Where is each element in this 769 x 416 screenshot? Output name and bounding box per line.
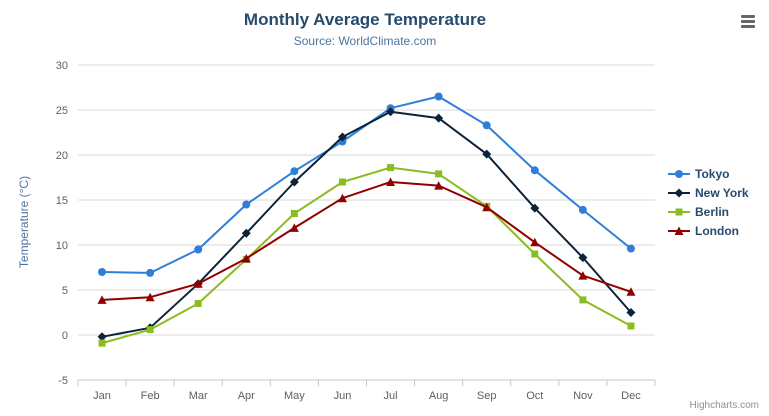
- marker-diamond[interactable]: [530, 203, 540, 213]
- y-axis-tick-label: 0: [62, 330, 68, 342]
- legend-item-london[interactable]: London: [668, 224, 768, 238]
- legend-item-tokyo[interactable]: Tokyo: [668, 167, 768, 181]
- chart-subtitle: Source: WorldClimate.com: [293, 34, 437, 48]
- x-axis-tick-label: Jun: [334, 390, 352, 402]
- series-line-london: [101, 181, 632, 301]
- series-london: [97, 177, 636, 304]
- marker-circle[interactable]: [98, 268, 107, 276]
- x-axis-tick-label: Apr: [238, 390, 255, 402]
- x-axis-tick-label: Sep: [477, 390, 497, 402]
- marker-square[interactable]: [579, 296, 587, 304]
- marker-triangle[interactable]: [193, 279, 203, 288]
- legend-marker-triangle: [668, 226, 690, 236]
- series-line-new-york: [101, 110, 632, 338]
- legend-label: Berlin: [695, 205, 730, 219]
- x-axis-tick-label: Jul: [384, 390, 398, 402]
- marker-square[interactable]: [98, 339, 106, 347]
- marker-diamond[interactable]: [626, 308, 636, 317]
- x-axis-tick-label: Dec: [621, 390, 641, 402]
- marker-square[interactable]: [290, 210, 298, 217]
- marker-triangle[interactable]: [482, 202, 492, 212]
- marker-diamond[interactable]: [482, 149, 492, 159]
- x-axis-tick-label: Feb: [141, 390, 160, 402]
- marker-triangle[interactable]: [434, 181, 444, 190]
- marker-circle[interactable]: [146, 268, 155, 277]
- x-axis-tick-label: Jan: [93, 390, 111, 402]
- y-axis-tick-label: 30: [56, 60, 68, 72]
- x-axis-tick-label: May: [284, 390, 305, 402]
- credits-link[interactable]: Highcharts.com: [689, 400, 759, 411]
- legend: Tokyo New York Berlin London: [668, 167, 768, 243]
- marker-triangle[interactable]: [241, 254, 251, 263]
- legend-marker-diamond: [668, 188, 690, 198]
- marker-diamond[interactable]: [578, 253, 588, 263]
- hamburger-icon: [741, 20, 755, 23]
- marker-circle[interactable]: [675, 170, 683, 178]
- marker-circle[interactable]: [626, 244, 635, 253]
- marker-triangle[interactable]: [97, 295, 107, 304]
- marker-triangle[interactable]: [145, 292, 155, 302]
- legend-label: Tokyo: [695, 167, 730, 181]
- marker-diamond[interactable]: [97, 332, 107, 342]
- marker-diamond[interactable]: [337, 132, 347, 142]
- marker-diamond[interactable]: [674, 188, 684, 198]
- x-axis-tick-label: Mar: [189, 390, 208, 402]
- marker-square[interactable]: [338, 178, 346, 186]
- marker-diamond[interactable]: [241, 228, 251, 238]
- marker-triangle[interactable]: [530, 237, 540, 247]
- marker-square[interactable]: [435, 170, 443, 178]
- marker-circle[interactable]: [530, 166, 539, 175]
- marker-triangle[interactable]: [578, 271, 588, 280]
- series-line-berlin: [101, 166, 632, 345]
- y-axis-tick-label: 5: [62, 285, 68, 297]
- marker-circle[interactable]: [578, 205, 587, 214]
- marker-circle[interactable]: [242, 200, 251, 209]
- x-axis-tick-label: Oct: [526, 390, 543, 402]
- marker-triangle[interactable]: [289, 223, 299, 232]
- series-tokyo: [98, 92, 635, 277]
- marker-diamond[interactable]: [386, 107, 396, 117]
- legend-item-berlin[interactable]: Berlin: [668, 205, 768, 219]
- marker-square[interactable]: [194, 300, 202, 307]
- marker-square[interactable]: [146, 326, 154, 334]
- legend-item-new-york[interactable]: New York: [668, 186, 768, 200]
- marker-circle[interactable]: [290, 167, 299, 176]
- marker-square[interactable]: [675, 208, 683, 216]
- y-axis-title: Temperature (°C): [17, 175, 31, 269]
- x-axis-tick-label: Nov: [573, 390, 593, 402]
- legend-label: New York: [695, 186, 749, 200]
- marker-square[interactable]: [627, 322, 635, 330]
- marker-square[interactable]: [387, 164, 395, 172]
- marker-diamond[interactable]: [434, 113, 444, 123]
- hamburger-icon: [741, 15, 755, 18]
- marker-circle[interactable]: [434, 92, 443, 101]
- chart-title: Monthly Average Temperature: [243, 10, 487, 29]
- y-axis-tick-label: -5: [58, 375, 68, 387]
- legend-marker-circle: [668, 170, 690, 178]
- x-axis-tick-label: Aug: [429, 390, 449, 402]
- y-axis-tick-label: 20: [56, 150, 68, 162]
- marker-triangle[interactable]: [674, 226, 684, 236]
- y-axis-tick-label: 15: [56, 195, 68, 207]
- marker-circle[interactable]: [482, 121, 491, 130]
- marker-triangle[interactable]: [626, 287, 636, 296]
- y-axis-tick-label: 25: [56, 105, 68, 117]
- marker-square[interactable]: [531, 250, 539, 258]
- marker-circle[interactable]: [194, 245, 203, 254]
- series-new-york: [97, 107, 636, 342]
- marker-diamond[interactable]: [289, 177, 299, 187]
- marker-triangle[interactable]: [337, 193, 347, 203]
- hamburger-icon: [741, 25, 755, 28]
- marker-triangle[interactable]: [386, 177, 396, 187]
- context-menu-button[interactable]: [741, 15, 757, 29]
- legend-label: London: [695, 224, 739, 238]
- y-axis-tick-label: 10: [56, 240, 68, 252]
- series-line-tokyo: [101, 95, 632, 274]
- legend-marker-square: [668, 208, 690, 216]
